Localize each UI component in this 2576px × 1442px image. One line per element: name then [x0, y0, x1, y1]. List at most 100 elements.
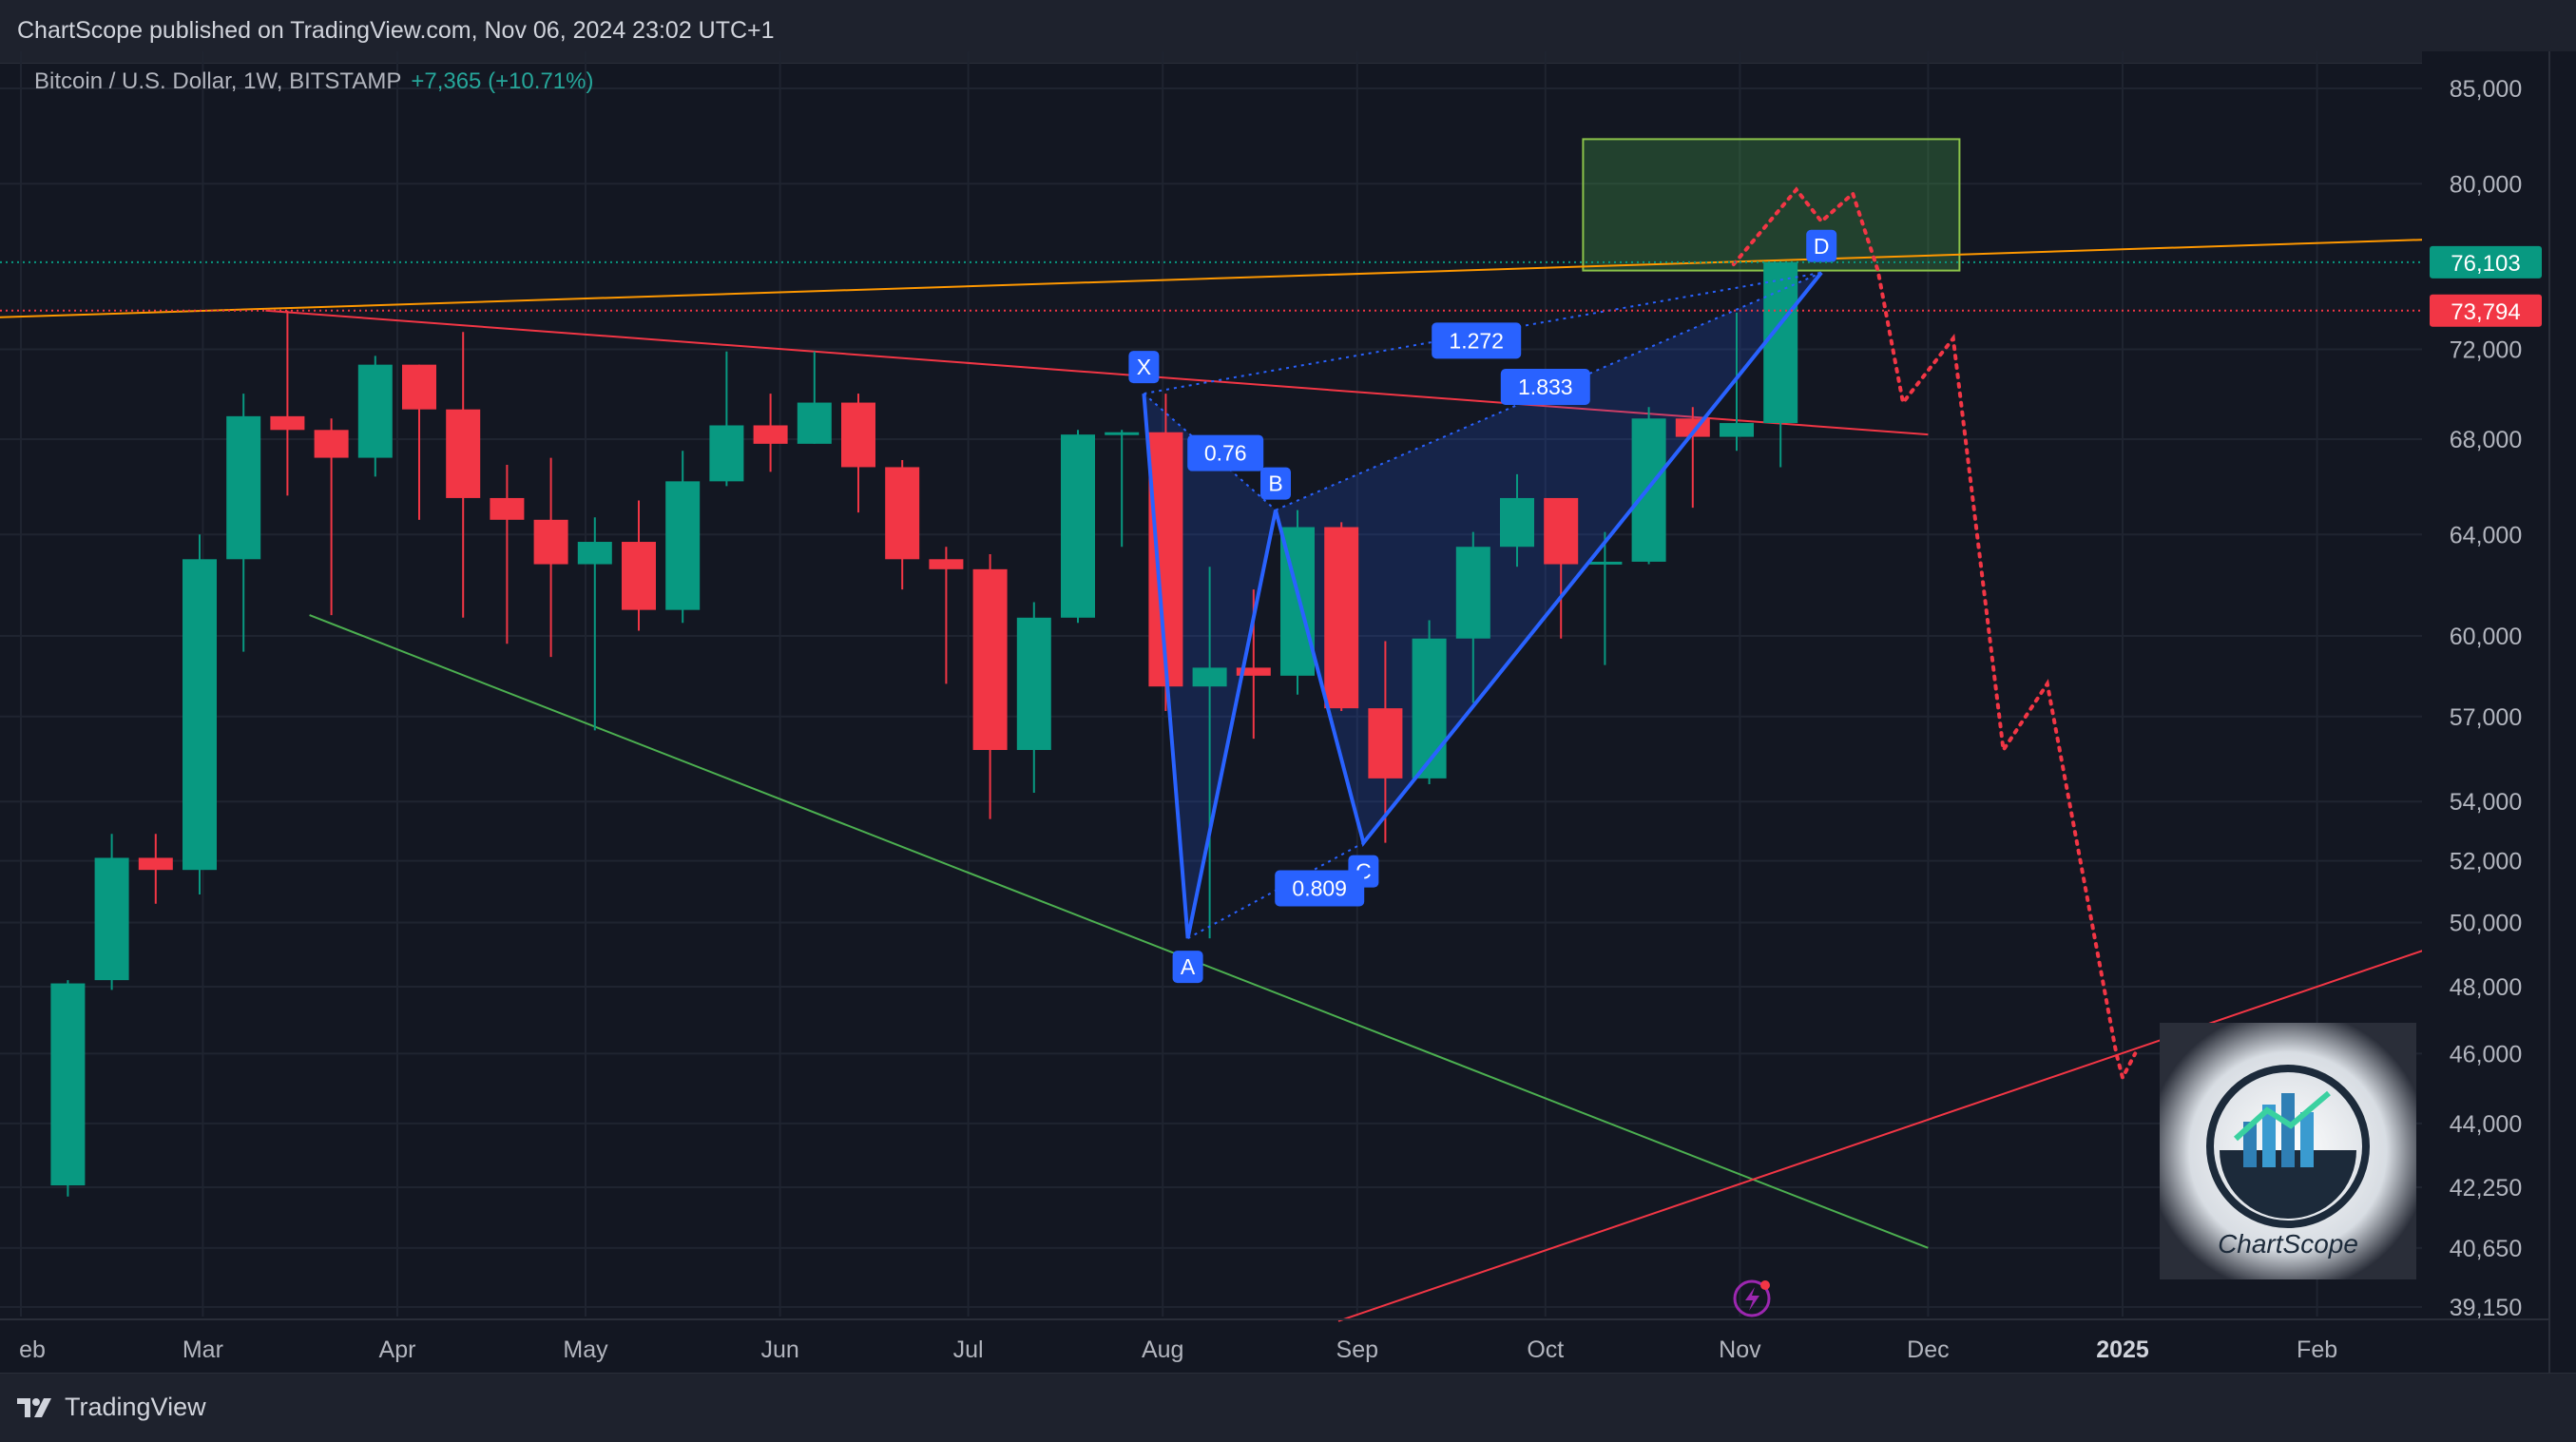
candle [1324, 522, 1359, 712]
pattern-ratio-box [1187, 434, 1264, 471]
candle-body [50, 983, 86, 1186]
candle [841, 394, 875, 513]
candle [709, 351, 744, 487]
price-tick-label: 42,250 [2450, 1175, 2522, 1202]
candle-body [1368, 708, 1403, 779]
pattern-point-b: B [1268, 471, 1282, 496]
projection-path [1731, 186, 2138, 1084]
tradingview-logo-icon [17, 1397, 51, 1417]
price-tick-label: 52,000 [2450, 849, 2522, 875]
pattern-ratio-box [1500, 368, 1590, 405]
last-price-tag-box [2430, 245, 2542, 279]
candle [753, 394, 788, 472]
candle-body [841, 402, 875, 468]
target-zone [1582, 138, 1961, 272]
lightning-icon [1733, 1279, 1771, 1317]
candle-body [270, 415, 305, 431]
tradingview-brand: TradingView [65, 1393, 206, 1421]
candle-body [885, 467, 920, 560]
candle-body [490, 497, 525, 520]
candle [622, 500, 656, 631]
candle-body [357, 364, 393, 458]
candle [446, 332, 481, 618]
footer-bar: TradingView [0, 1373, 2576, 1442]
price-tick-label: 72,000 [2450, 336, 2522, 363]
candle [1412, 620, 1447, 784]
candle-body [753, 425, 788, 444]
last-price-tag: 76,103 [2451, 251, 2520, 277]
pattern-ratio-box [1432, 322, 1522, 359]
candle [665, 451, 701, 624]
symbol-legend[interactable]: Bitcoin / U.S. Dollar, 1W, BITSTAMP +7,36… [34, 68, 593, 95]
price-tick-label: 44,000 [2450, 1111, 2522, 1138]
candle-body [1500, 497, 1534, 548]
pattern-point-d: D [1814, 234, 1830, 259]
candle-body [797, 402, 832, 444]
candle [1763, 261, 1798, 468]
tradingview-logo[interactable]: TradingView [17, 1393, 206, 1422]
trend-line-green-support [309, 614, 1929, 1249]
candle [1192, 567, 1227, 939]
projection-line [1731, 186, 2138, 1084]
candle-body [1236, 667, 1271, 676]
price-tick-label: 85,000 [2450, 76, 2522, 103]
price-lines [0, 260, 2422, 312]
price-tick-label: 46,000 [2450, 1041, 2522, 1067]
price-axis: 85,000 80,000 72,000 68,000 64,000 60,000 57,0… [2422, 51, 2576, 1373]
candle-body [972, 568, 1008, 750]
candle [183, 534, 217, 894]
candle [94, 834, 129, 990]
candle [577, 517, 612, 731]
pattern-ratio-label: 1.833 [1518, 375, 1573, 399]
candle-body [1016, 617, 1051, 750]
symbol-change: +7,365 (+10.71%) [411, 68, 594, 94]
high-price-tag-box [2430, 294, 2542, 327]
price-tick-label: 40,650 [2450, 1236, 2522, 1262]
grid [0, 51, 2422, 1317]
time-tick-label: eb [19, 1336, 46, 1363]
candles [50, 261, 1798, 1197]
candle [929, 547, 964, 684]
candle-body [138, 857, 173, 871]
candle [138, 834, 173, 904]
candle [357, 356, 393, 477]
candle [533, 457, 568, 658]
pattern-point-a-box [1172, 951, 1203, 984]
candle-body [622, 542, 656, 610]
pattern-point-x-box [1128, 351, 1160, 384]
chart-area[interactable]: X A B C D 0.76 0.809 1.272 1.833 85,000 80,000 72,… [0, 51, 2576, 1373]
candle [1587, 531, 1623, 665]
time-tick-label: Apr [379, 1336, 416, 1363]
candle [50, 980, 86, 1197]
price-tick-label: 50,000 [2450, 910, 2522, 936]
candle-body [929, 559, 964, 569]
candle [270, 310, 305, 496]
candle [1500, 473, 1534, 567]
time-tick-label: 2025 [2096, 1336, 2149, 1363]
time-tick-label: Nov [1719, 1336, 1761, 1363]
time-tick-label: Aug [1142, 1336, 1183, 1363]
candle-body [314, 430, 349, 458]
candle-body [402, 364, 436, 410]
price-tick-label: 39,150 [2450, 1295, 2522, 1321]
candle [1544, 497, 1579, 639]
candle [797, 351, 832, 444]
price-tick-label: 54,000 [2450, 789, 2522, 816]
candle [314, 418, 349, 616]
candle-body [226, 415, 261, 560]
candle [1061, 430, 1095, 624]
price-tick-label: 48,000 [2450, 974, 2522, 1001]
high-price-tag: 73,794 [2451, 299, 2520, 325]
price-tick-label: 68,000 [2450, 427, 2522, 453]
pattern-ratio-label: 0.76 [1204, 441, 1247, 466]
candle [226, 394, 261, 652]
price-tick-label: 64,000 [2450, 522, 2522, 548]
price-tick-label: 57,000 [2450, 704, 2522, 731]
candle-body [183, 559, 217, 871]
time-tick-label: Dec [1907, 1336, 1949, 1363]
price-tick-label: 80,000 [2450, 171, 2522, 198]
candle-body [446, 409, 481, 498]
candle-body [1061, 434, 1095, 618]
